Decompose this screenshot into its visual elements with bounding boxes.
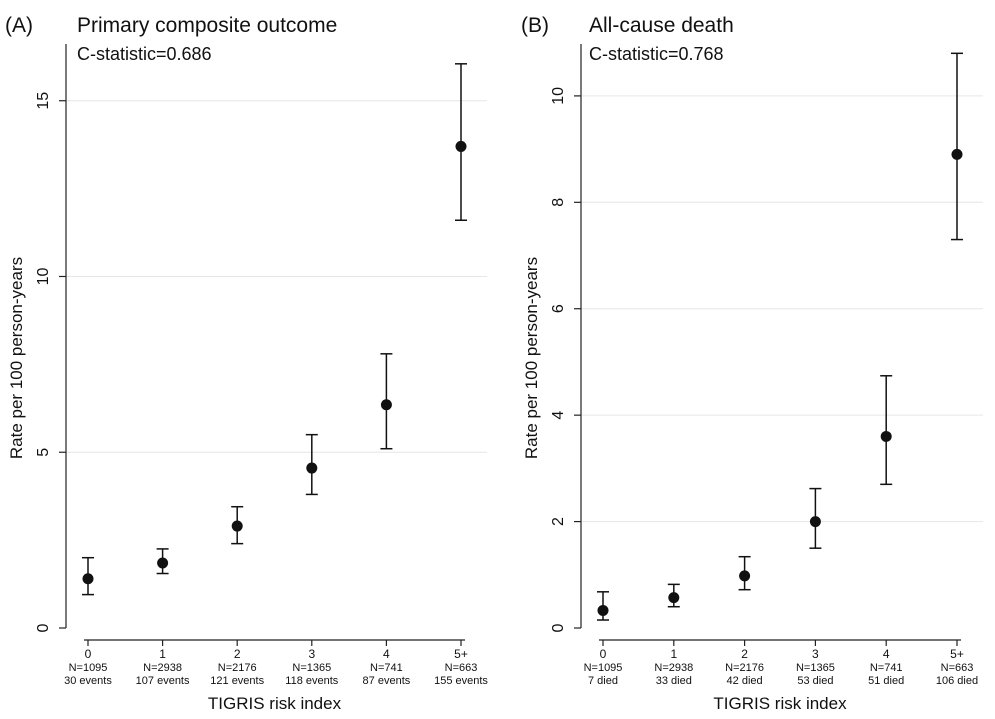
x-tick-label: 1 <box>670 647 677 661</box>
error-bar <box>880 375 893 486</box>
x-tick-label: 2 <box>741 647 748 661</box>
x-tick-count-label: 121 events <box>210 675 264 687</box>
x-tick-label: 4 <box>883 647 890 661</box>
x-tick-count-label: 51 died <box>868 675 904 687</box>
data-point <box>809 516 821 528</box>
x-tick-count-label: 7 died <box>588 675 618 687</box>
x-tick-n-label: N=663 <box>445 662 478 674</box>
y-tick-label: 0 <box>550 623 567 632</box>
x-tick-label: 0 <box>85 647 92 661</box>
chart-subtitle: C-statistic=0.686 <box>77 44 212 64</box>
x-tick-label: 4 <box>383 647 390 661</box>
x-tick-count-label: 33 died <box>656 675 692 687</box>
x-tick-count-label: 106 died <box>936 675 978 687</box>
panel-label: (A) <box>5 14 33 37</box>
x-tick-n-label: N=2938 <box>143 662 182 674</box>
panel-label: (B) <box>521 14 549 37</box>
x-axis-label: TIGRIS risk index <box>208 694 342 713</box>
x-tick-label: 3 <box>308 647 315 661</box>
x-tick-count-label: 118 events <box>285 675 339 687</box>
y-axis-label: Rate per 100 person-years <box>522 257 541 459</box>
x-tick-label: 0 <box>600 647 607 661</box>
panel-a: (A) Primary composite outcome C-statistic=… <box>5 14 488 713</box>
y-tick-label: 5 <box>35 448 52 457</box>
x-tick-count-label: 42 died <box>727 675 763 687</box>
data-point <box>951 148 963 160</box>
x-tick-label: 5+ <box>454 647 468 661</box>
y-tick-label: 6 <box>550 304 567 313</box>
x-tick-n-label: N=1095 <box>69 662 108 674</box>
x-tick-n-label: N=1365 <box>292 662 331 674</box>
y-tick-label: 15 <box>35 92 52 110</box>
y-tick-label: 4 <box>550 411 567 420</box>
y-tick-label: 8 <box>550 198 567 207</box>
x-axis-label: TIGRIS risk index <box>713 694 847 713</box>
data-point <box>597 604 609 616</box>
data-point <box>455 140 467 152</box>
chart-subtitle: C-statistic=0.768 <box>589 44 724 64</box>
x-tick-n-label: N=2176 <box>725 662 764 674</box>
y-tick-label: 2 <box>550 517 567 526</box>
data-point <box>668 592 680 604</box>
y-axis-label: Rate per 100 person-years <box>7 257 26 459</box>
x-tick-label: 3 <box>812 647 819 661</box>
y-tick-label: 0 <box>35 623 52 632</box>
data-point <box>231 520 243 532</box>
x-tick-n-label: N=741 <box>870 662 903 674</box>
x-tick-n-label: N=1365 <box>796 662 835 674</box>
x-tick-n-label: N=663 <box>941 662 974 674</box>
x-tick-label: 5+ <box>950 647 964 661</box>
x-tick-n-label: N=1095 <box>584 662 623 674</box>
chart-title: Primary composite outcome <box>77 14 337 37</box>
data-point <box>739 570 751 582</box>
x-tick-n-label: N=741 <box>370 662 403 674</box>
data-point <box>306 462 318 474</box>
chart-title: All-cause death <box>589 14 734 37</box>
data-point <box>82 573 94 585</box>
data-point <box>880 430 892 442</box>
x-tick-count-label: 53 died <box>797 675 833 687</box>
y-tick-label: 10 <box>550 87 567 105</box>
panel-b: (B) All-cause death C-statistic=0.768 0 2 4 6 8… <box>521 14 983 713</box>
x-tick-label: 1 <box>159 647 166 661</box>
x-tick-n-label: N=2176 <box>218 662 257 674</box>
x-tick-count-label: 107 events <box>136 675 190 687</box>
x-tick-count-label: 87 events <box>363 675 411 687</box>
data-point <box>157 557 169 569</box>
x-tick-label: 2 <box>234 647 241 661</box>
x-tick-count-label: 30 events <box>64 675 112 687</box>
error-bar <box>951 52 963 241</box>
y-tick-label: 10 <box>35 267 52 285</box>
x-tick-n-label: N=2938 <box>654 662 693 674</box>
x-tick-count-label: 155 events <box>434 675 488 687</box>
data-point <box>380 399 392 411</box>
